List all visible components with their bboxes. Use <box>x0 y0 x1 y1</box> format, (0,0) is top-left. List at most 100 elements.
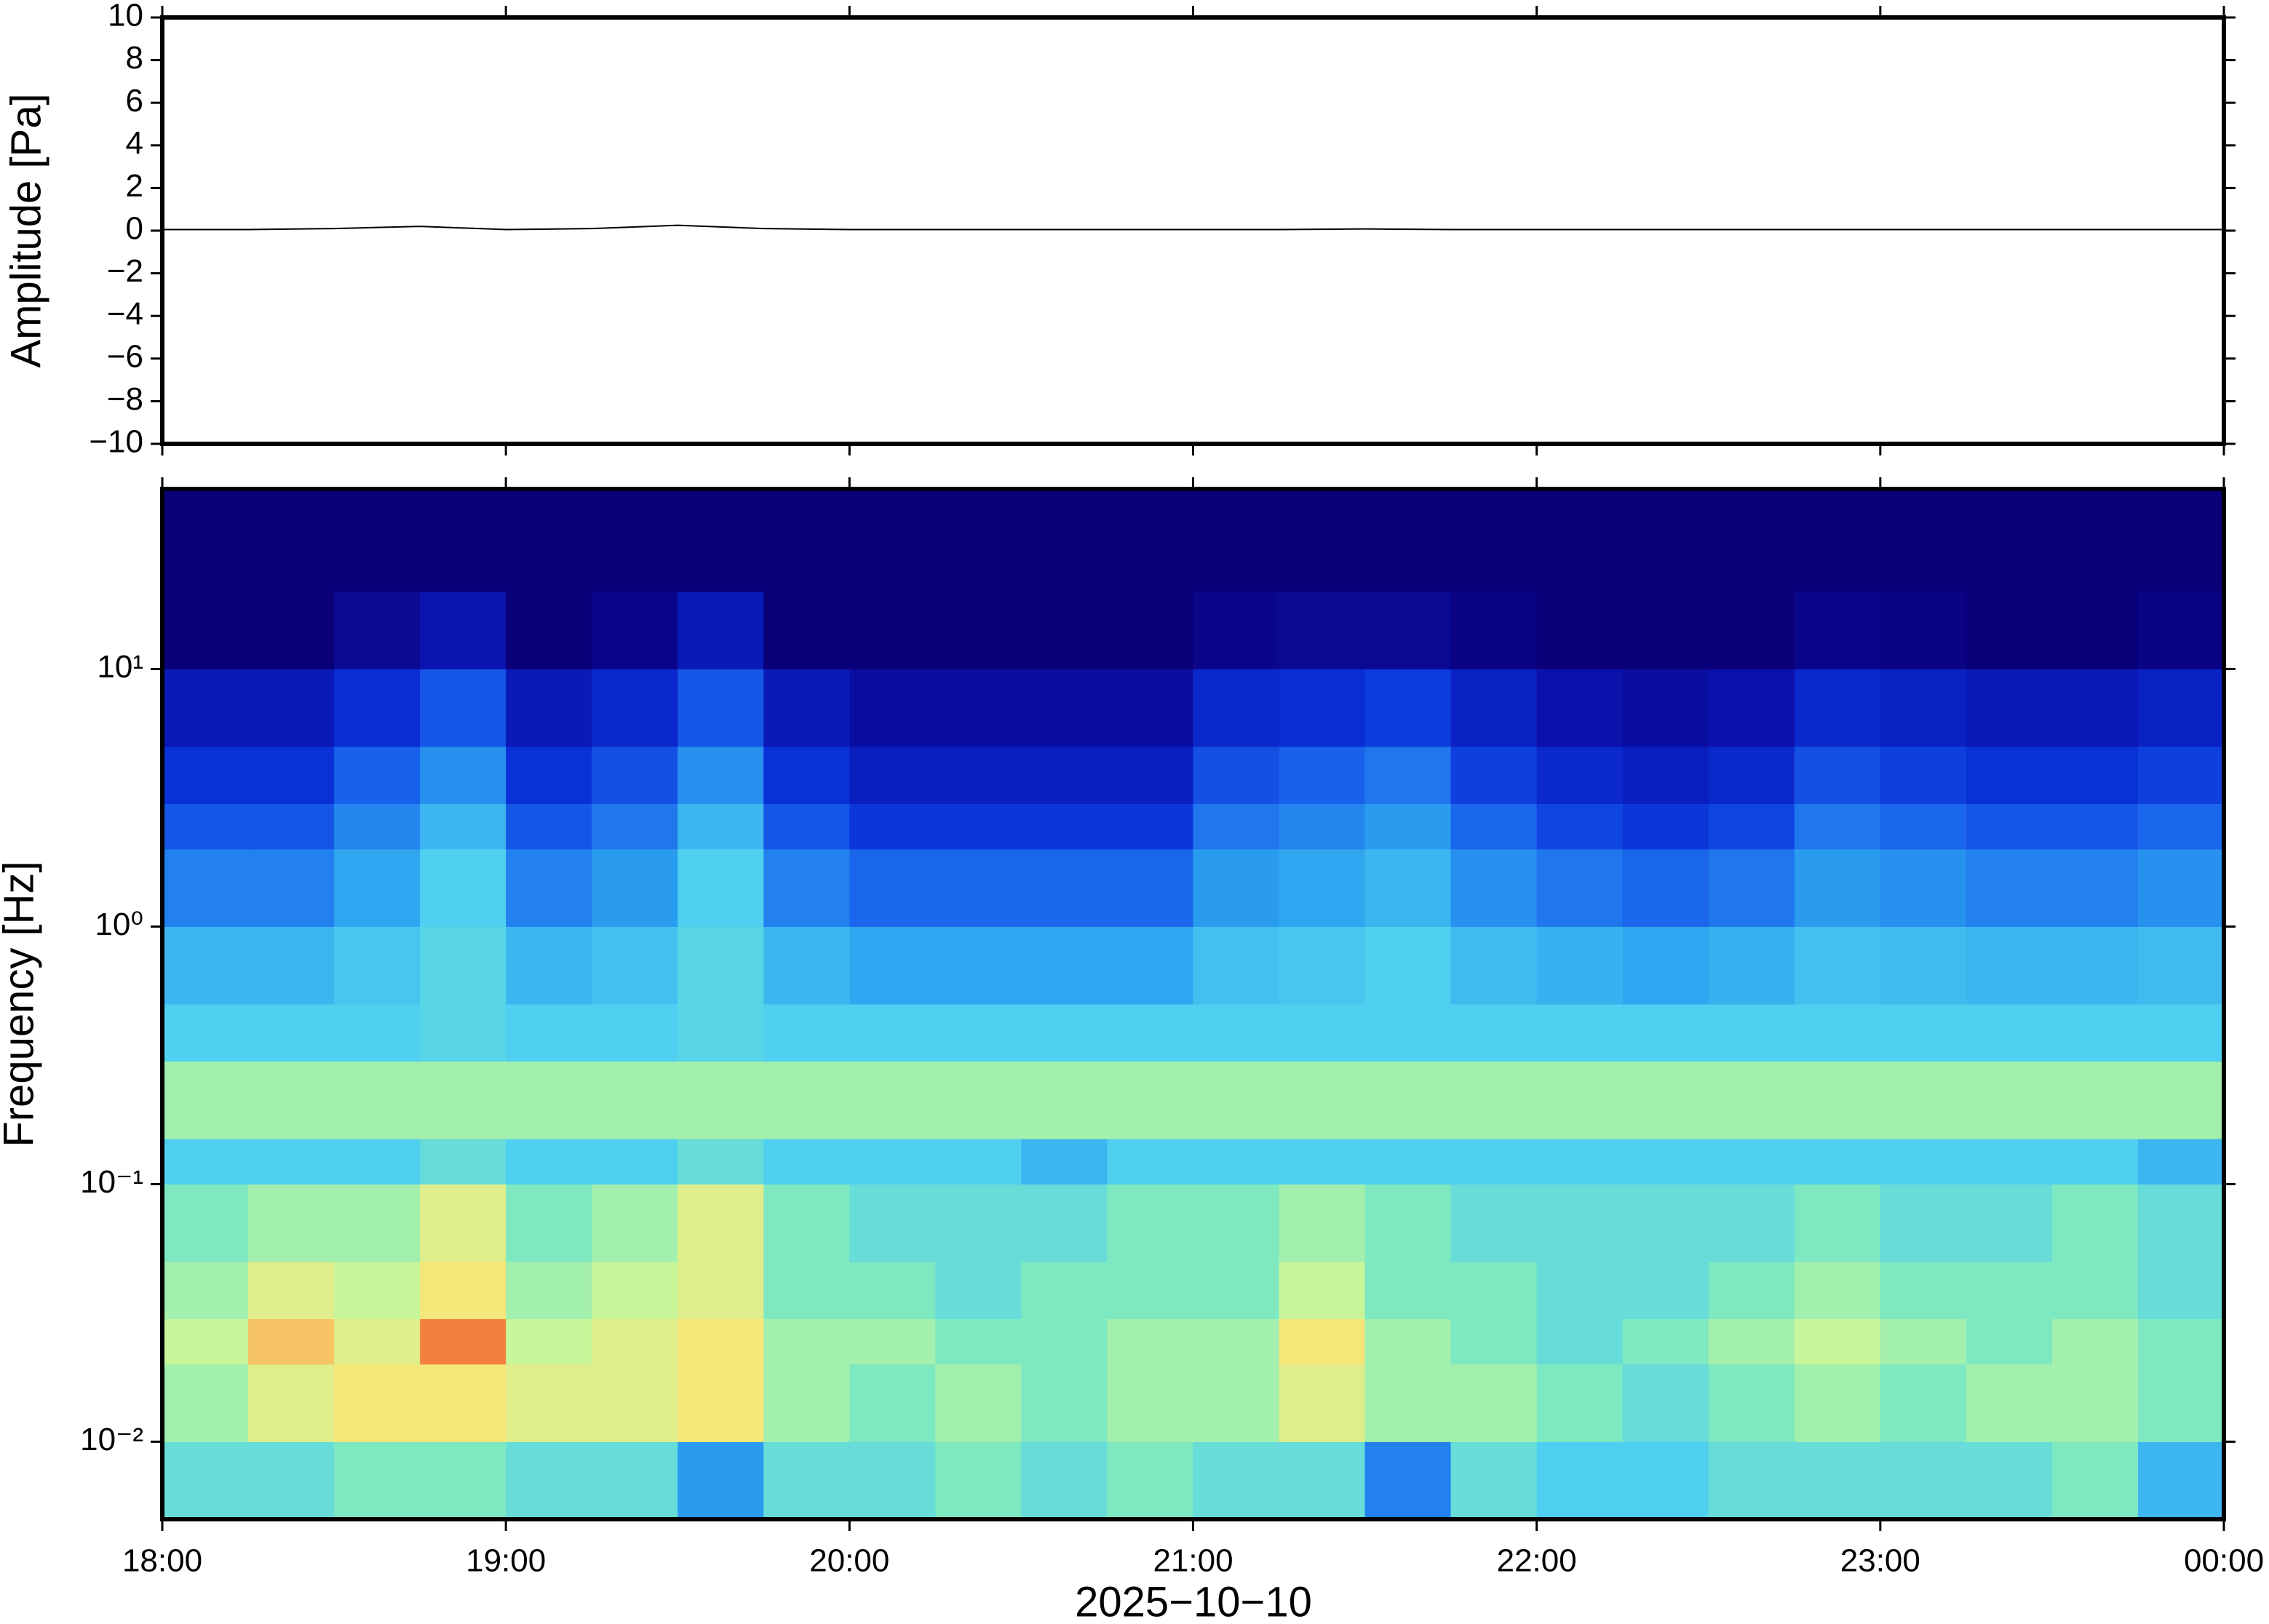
y-tick-label: 10¹ <box>97 649 143 685</box>
spectrogram-cell <box>248 848 335 927</box>
spectrogram-cell <box>1622 1004 1709 1062</box>
spectrogram-cell <box>1450 489 1538 592</box>
spectrogram-cell <box>763 1004 850 1062</box>
spectrogram-cell <box>1450 848 1538 927</box>
spectrogram-cell <box>849 1318 936 1365</box>
spectrogram-cell <box>677 1139 764 1185</box>
spectrogram-cell <box>849 591 936 669</box>
spectrogram-cell <box>1364 926 1452 1005</box>
spectrogram-cell <box>677 489 764 592</box>
spectrogram-cell <box>334 591 421 669</box>
spectrogram-cell <box>248 803 335 850</box>
spectrogram-cell <box>935 1364 1022 1442</box>
spectrogram-cell <box>2137 1441 2225 1520</box>
spectrogram-cell <box>1966 591 2053 669</box>
spectrogram-cell <box>763 1061 850 1107</box>
spectrogram-cell <box>2137 1262 2225 1320</box>
spectrogram-cell <box>2137 1139 2225 1185</box>
spectrogram-cell <box>420 1364 506 1442</box>
spectrogram-cell <box>1279 1364 1366 1442</box>
spectrogram-cell <box>420 1061 506 1107</box>
spectrogram-cell <box>1536 848 1624 927</box>
spectrogram-cell <box>1708 591 1795 669</box>
spectrogram-cell <box>1364 1139 1452 1185</box>
spectrogram-cell <box>1708 1106 1795 1139</box>
spectrogram-cell <box>1364 489 1452 592</box>
spectrogram-cell <box>1021 803 1108 850</box>
spectrogram-cell <box>1107 1061 1193 1107</box>
spectrogram-cell <box>1279 926 1366 1005</box>
spectrogram-cell <box>248 1441 335 1520</box>
spectrogram-cell <box>763 1139 850 1185</box>
spectrogram-cell <box>334 669 421 747</box>
spectrogram-cell <box>2051 1318 2139 1365</box>
spectrogram-cell <box>677 747 764 805</box>
spectrogram-cell <box>1794 1184 1881 1262</box>
plot-frame <box>160 15 2226 446</box>
spectrogram-cell <box>849 489 936 592</box>
spectrogram-cell <box>1966 747 2053 805</box>
spectrogram-cell <box>2051 803 2139 850</box>
spectrogram-cell <box>1107 926 1193 1005</box>
spectrogram-cell <box>1279 669 1366 747</box>
spectrogram-cell <box>849 1262 936 1320</box>
spectrogram-cell <box>1880 669 1967 747</box>
spectrogram-cell <box>334 1441 421 1520</box>
spectrogram-cell <box>677 803 764 850</box>
spectrogram-cell <box>1622 1441 1709 1520</box>
spectrogram-cell <box>1708 747 1795 805</box>
spectrogram-cell <box>592 1004 678 1062</box>
spectrogram-cell <box>420 489 506 592</box>
plot-frame <box>160 487 2226 1521</box>
spectrogram-cell <box>935 848 1022 927</box>
x-tick-label: 00:00 <box>2184 1543 2264 1579</box>
spectrogram-cell <box>2137 669 2225 747</box>
spectrogram-cell <box>1966 848 2053 927</box>
spectrogram-cell <box>506 1139 592 1185</box>
spectrogram-cell <box>1107 1139 1193 1185</box>
spectrogram-cell <box>334 1364 421 1442</box>
spectrogram-cell <box>935 747 1022 805</box>
spectrogram-cell <box>1794 1106 1881 1139</box>
spectrogram-cell <box>592 1184 678 1262</box>
spectrogram-cell <box>2137 489 2225 592</box>
spectrogram-cell <box>1536 1364 1624 1442</box>
spectrogram-cell <box>1622 1106 1709 1139</box>
spectrogram-cell <box>935 1139 1022 1185</box>
spectrogram-cell <box>334 1262 421 1320</box>
spectrogram-cell <box>1279 489 1366 592</box>
spectrogram-cell <box>1536 1262 1624 1320</box>
spectrogram-cell <box>677 848 764 927</box>
spectrogram-cell <box>506 1184 592 1262</box>
spectrogram-cell <box>935 1184 1022 1262</box>
spectrogram-cell <box>2137 747 2225 805</box>
spectrogram-cell <box>420 747 506 805</box>
spectrogram-cell <box>1107 747 1193 805</box>
spectrogram-cell <box>1708 1441 1795 1520</box>
spectrogram-cell <box>1966 1318 2053 1365</box>
spectrogram-cell <box>1364 1184 1452 1262</box>
spectrogram-cell <box>1021 1364 1108 1442</box>
x-tick-label: 19:00 <box>466 1543 546 1579</box>
spectrogram-cell <box>162 1004 249 1062</box>
spectrogram-cell <box>1107 1364 1193 1442</box>
spectrogram-cell <box>1708 489 1795 592</box>
spectrogram-cell <box>1966 1262 2053 1320</box>
spectrogram-cell <box>1279 1318 1366 1365</box>
spectrogram-cell <box>2051 926 2139 1005</box>
spectrogram-cell <box>162 803 249 850</box>
spectrogram-cell <box>592 1262 678 1320</box>
spectrogram-cell <box>1622 1262 1709 1320</box>
spectrogram-cell <box>1966 1106 2053 1139</box>
spectrogram-cell <box>1622 803 1709 850</box>
spectrogram-cell <box>420 1139 506 1185</box>
spectrogram-cell <box>420 591 506 669</box>
spectrogram-cell <box>763 1184 850 1262</box>
spectrogram-cell <box>162 1061 249 1107</box>
spectrogram-cell <box>1708 1061 1795 1107</box>
spectrogram-cell <box>162 1184 249 1262</box>
spectrogram-cell <box>1193 1106 1280 1139</box>
spectrogram-cell <box>2137 926 2225 1005</box>
spectrogram-cell <box>248 1106 335 1139</box>
spectrogram-cell <box>334 803 421 850</box>
